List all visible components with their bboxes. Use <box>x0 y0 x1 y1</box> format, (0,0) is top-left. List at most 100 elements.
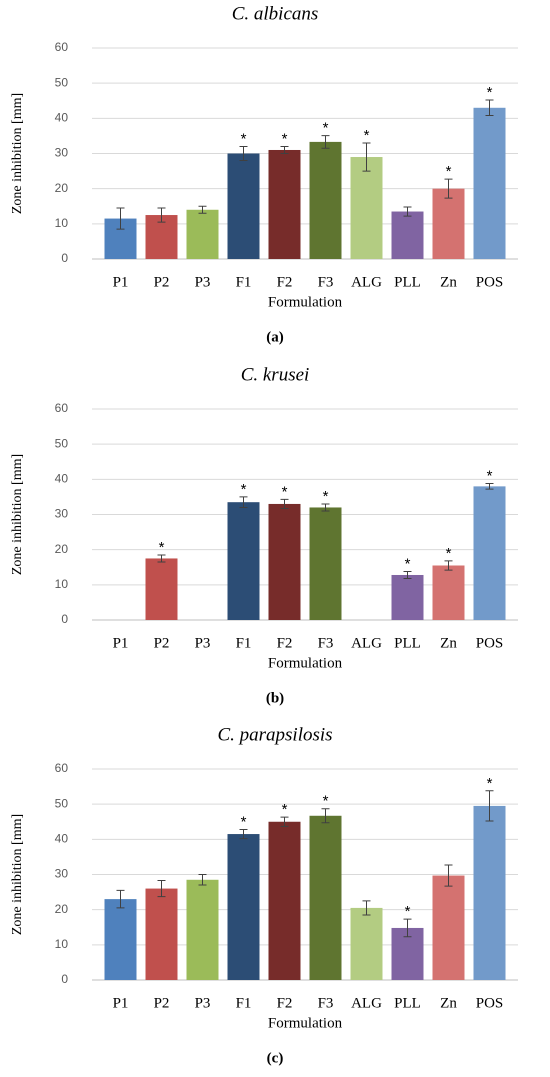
bar <box>309 507 342 620</box>
significance-marker: * <box>323 120 329 137</box>
error-bar <box>280 145 289 154</box>
significance-marker: * <box>282 130 288 147</box>
caption: (c) <box>267 1050 284 1066</box>
error-bar <box>362 900 371 916</box>
error-bar <box>403 570 412 580</box>
bar <box>227 502 260 620</box>
significance-marker: * <box>487 775 493 792</box>
significance-marker: * <box>159 539 165 556</box>
bar <box>473 486 506 620</box>
bar <box>186 209 219 259</box>
error-bar <box>239 145 248 162</box>
x-tick-label: Zn <box>440 995 457 1011</box>
y-tick-label: 10 <box>55 577 69 591</box>
bar <box>391 211 424 259</box>
error-bar <box>280 816 289 827</box>
y-axis-label: Zone inhibition [mm] <box>10 454 25 575</box>
x-tick-label: P1 <box>113 274 129 290</box>
x-tick-label: ALG <box>351 274 382 290</box>
significance-marker: * <box>241 813 247 830</box>
bar <box>473 805 506 980</box>
x-tick-label: P3 <box>195 635 211 651</box>
y-tick-label: 0 <box>61 612 68 626</box>
bar <box>268 149 301 259</box>
y-tick-label: 30 <box>55 146 69 160</box>
x-tick-label: P2 <box>154 995 170 1011</box>
x-tick-label: POS <box>476 635 504 651</box>
x-tick-label: ALG <box>351 995 382 1011</box>
x-tick-label: F3 <box>318 635 334 651</box>
bar <box>227 153 260 259</box>
x-tick-label: Zn <box>440 635 457 651</box>
x-tick-label: P1 <box>113 635 129 651</box>
significance-marker: * <box>364 127 370 144</box>
significance-marker: * <box>323 793 329 810</box>
bar <box>432 188 465 259</box>
x-tick-label: P2 <box>154 635 170 651</box>
significance-marker: * <box>405 903 411 920</box>
y-tick-label: 60 <box>55 401 69 415</box>
x-tick-label: POS <box>476 995 504 1011</box>
error-bar <box>485 790 494 822</box>
x-tick-label: PLL <box>394 274 421 290</box>
bar <box>309 815 342 980</box>
y-tick-label: 50 <box>55 796 69 810</box>
y-tick-label: 20 <box>55 181 69 195</box>
y-axis-label: Zone inhibition [mm] <box>10 93 25 214</box>
error-bar <box>444 560 453 571</box>
x-tick-label: F1 <box>236 274 252 290</box>
error-bar <box>321 135 330 149</box>
significance-marker: * <box>241 481 247 498</box>
bar <box>432 565 465 620</box>
error-bar <box>403 918 412 938</box>
bar <box>268 821 301 980</box>
x-tick-label: F3 <box>318 995 334 1011</box>
x-tick-label: F2 <box>277 995 293 1011</box>
error-bar <box>485 483 494 490</box>
y-tick-label: 10 <box>55 937 69 951</box>
y-tick-label: 30 <box>55 867 69 881</box>
y-tick-label: 20 <box>55 542 69 556</box>
y-tick-label: 30 <box>55 507 69 521</box>
x-tick-label: F1 <box>236 635 252 651</box>
x-tick-label: P3 <box>195 274 211 290</box>
y-tick-label: 10 <box>55 216 69 230</box>
significance-marker: * <box>487 468 493 485</box>
x-tick-label: F2 <box>277 635 293 651</box>
bar <box>309 141 342 259</box>
significance-marker: * <box>282 801 288 818</box>
bar <box>145 558 178 620</box>
caption: (b) <box>266 690 284 706</box>
bar <box>268 503 301 620</box>
significance-marker: * <box>241 130 247 147</box>
bar <box>186 879 219 980</box>
bar <box>104 899 137 980</box>
bar <box>473 107 506 260</box>
x-axis-label: Formulation <box>268 294 343 310</box>
error-bar <box>198 205 207 214</box>
error-bar <box>444 178 453 199</box>
significance-marker: * <box>405 555 411 572</box>
x-tick-label: PLL <box>394 995 421 1011</box>
x-tick-label: POS <box>476 274 504 290</box>
bar <box>391 574 424 620</box>
error-bar <box>403 206 412 217</box>
error-bar <box>157 207 166 223</box>
error-bar <box>239 496 248 508</box>
error-bar <box>444 864 453 887</box>
y-tick-label: 40 <box>55 472 69 486</box>
y-tick-label: 60 <box>55 761 69 775</box>
x-tick-label: P3 <box>195 995 211 1011</box>
y-tick-label: 0 <box>61 251 68 265</box>
error-bar <box>280 498 289 510</box>
chart-title: C. krusei <box>241 364 310 385</box>
error-bar <box>116 207 125 230</box>
error-bar <box>321 808 330 824</box>
bar <box>145 888 178 980</box>
bar <box>227 834 260 980</box>
error-bar <box>362 142 371 172</box>
error-bar <box>239 828 248 840</box>
x-axis-label: Formulation <box>268 655 343 671</box>
error-bar <box>198 874 207 886</box>
